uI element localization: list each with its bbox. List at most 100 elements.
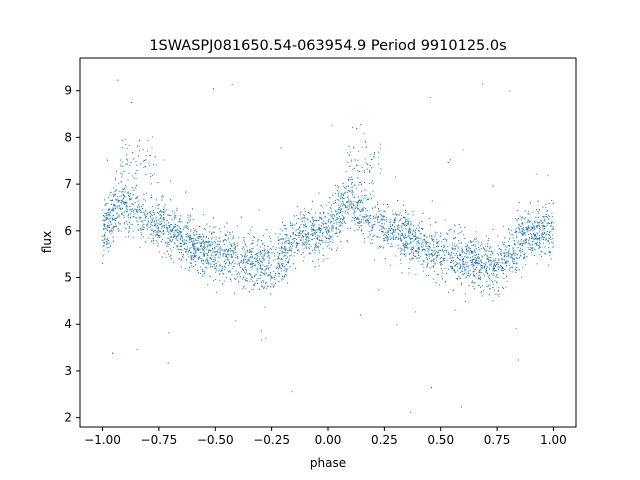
data-point — [457, 246, 459, 248]
data-point — [122, 197, 124, 199]
data-point — [456, 264, 458, 265]
data-point — [245, 269, 247, 271]
data-point — [279, 273, 281, 275]
data-point — [362, 201, 364, 203]
data-point — [452, 248, 454, 250]
data-point — [528, 221, 530, 223]
data-point — [397, 229, 399, 230]
data-point — [472, 256, 474, 258]
data-point — [133, 216, 135, 218]
data-point — [382, 227, 384, 229]
data-point — [348, 185, 349, 187]
data-point — [155, 207, 157, 209]
data-point — [265, 337, 267, 339]
data-point — [411, 234, 413, 235]
data-point — [547, 241, 549, 243]
data-point — [525, 242, 527, 244]
data-point — [389, 236, 391, 238]
data-point — [145, 173, 147, 175]
data-point — [114, 189, 116, 191]
data-point — [127, 192, 129, 194]
data-point — [257, 240, 259, 242]
data-point — [403, 249, 405, 251]
data-point — [544, 232, 546, 234]
data-point — [112, 215, 114, 217]
data-point — [410, 411, 412, 413]
data-point — [347, 209, 349, 211]
data-point — [371, 225, 373, 227]
data-point — [108, 225, 110, 227]
data-point — [313, 220, 314, 222]
data-point — [295, 234, 297, 235]
data-point — [457, 266, 458, 268]
data-point — [424, 239, 426, 241]
data-point — [279, 238, 281, 240]
data-point — [395, 255, 397, 257]
data-point — [335, 213, 337, 215]
data-point — [233, 242, 235, 244]
data-point — [430, 224, 431, 226]
data-point — [287, 260, 289, 262]
data-point — [242, 261, 244, 263]
data-point — [535, 234, 536, 236]
data-point — [347, 228, 349, 230]
data-point — [384, 210, 386, 212]
data-point — [322, 206, 324, 208]
data-point — [115, 225, 117, 227]
data-point — [283, 251, 285, 253]
data-point — [113, 208, 115, 210]
data-point — [135, 184, 137, 186]
data-point — [128, 172, 130, 174]
data-point — [278, 254, 280, 256]
data-point — [403, 237, 405, 239]
data-point — [155, 220, 157, 222]
data-point — [377, 247, 379, 249]
data-point — [130, 197, 132, 199]
data-point — [374, 234, 375, 236]
data-point — [420, 237, 422, 239]
data-point — [410, 238, 412, 239]
data-point — [232, 265, 234, 267]
data-point — [153, 242, 155, 244]
data-point — [355, 217, 356, 219]
data-point — [184, 243, 185, 245]
data-point — [512, 261, 513, 263]
data-point — [340, 209, 341, 211]
data-point — [466, 244, 468, 246]
data-point — [517, 247, 519, 249]
data-point — [128, 195, 130, 196]
data-point — [286, 270, 288, 272]
data-point — [230, 244, 232, 246]
data-point — [455, 261, 457, 263]
data-point — [281, 242, 283, 244]
data-point — [157, 229, 159, 231]
data-point — [240, 271, 242, 273]
data-point — [418, 238, 420, 240]
data-point — [496, 274, 498, 276]
data-point — [256, 257, 258, 259]
data-point — [397, 227, 398, 229]
data-point — [154, 230, 156, 232]
data-point — [353, 197, 355, 198]
data-point — [408, 272, 410, 274]
data-point — [476, 267, 478, 268]
data-point — [198, 236, 200, 238]
data-point — [155, 219, 157, 221]
data-point — [318, 227, 320, 229]
data-point — [548, 240, 550, 242]
data-point — [518, 224, 520, 226]
data-point — [363, 241, 365, 243]
data-point — [179, 220, 181, 222]
data-point — [244, 266, 246, 268]
data-point — [441, 270, 443, 272]
data-point — [387, 236, 389, 238]
data-point — [372, 183, 374, 185]
data-point — [386, 239, 388, 241]
data-point — [163, 209, 165, 211]
data-point — [160, 211, 162, 213]
data-point — [290, 251, 292, 253]
data-point — [420, 233, 422, 234]
data-point — [456, 244, 458, 246]
data-point — [300, 239, 302, 241]
data-point — [202, 249, 204, 251]
